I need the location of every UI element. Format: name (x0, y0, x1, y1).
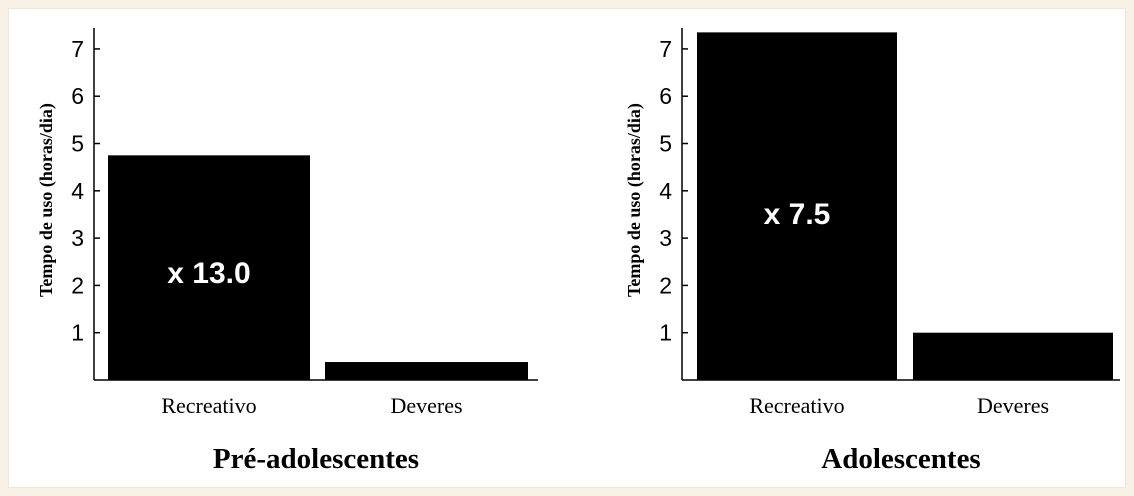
adolescent-bar-deveres (913, 332, 1113, 380)
adolescent-y-tick-label: 3 (659, 225, 672, 251)
preadolescent-y-tick-label: 2 (71, 272, 84, 298)
preadolescent-category-label: Recreativo (161, 393, 256, 418)
preadolescent-x-axis-title: Pré-adolescentes (213, 443, 419, 475)
preadolescent-y-tick-label: 4 (71, 178, 84, 204)
adolescent-y-tick-label: 2 (659, 272, 672, 298)
adolescent-y-tick-label: 4 (659, 178, 672, 204)
adolescent-ratio-annotation: x 7.5 (764, 198, 831, 231)
preadolescent-bar-recreativo (108, 155, 310, 380)
preadolescent-y-tick-label: 5 (71, 131, 84, 157)
preadolescent-y-tick-label: 7 (71, 36, 84, 62)
preadolescent-ratio-annotation: x 13.0 (167, 257, 250, 290)
adolescent-category-label: Recreativo (749, 393, 844, 418)
adolescent-y-tick-label: 7 (659, 36, 672, 62)
adolescent-y-tick-label: 6 (659, 83, 672, 109)
adolescent-category-label: Deveres (977, 393, 1049, 418)
adolescent-x-axis-title: Adolescentes (821, 443, 980, 475)
preadolescent-y-tick-label: 6 (71, 83, 84, 109)
preadolescent-y-tick-label: 3 (71, 225, 84, 251)
preadolescent-category-label: Deveres (390, 393, 462, 418)
preadolescent-y-tick-label: 1 (71, 320, 84, 346)
adolescent-y-tick-label: 1 (659, 320, 672, 346)
adolescent-y-axis-title: Tempo de uso (horas/dia) (624, 103, 645, 297)
preadolescent-y-axis-title: Tempo de uso (horas/dia) (36, 103, 57, 297)
preadolescent-bar-deveres (325, 362, 528, 380)
adolescent-y-tick-label: 5 (659, 131, 672, 157)
adolescent-bar-recreativo (697, 32, 897, 380)
